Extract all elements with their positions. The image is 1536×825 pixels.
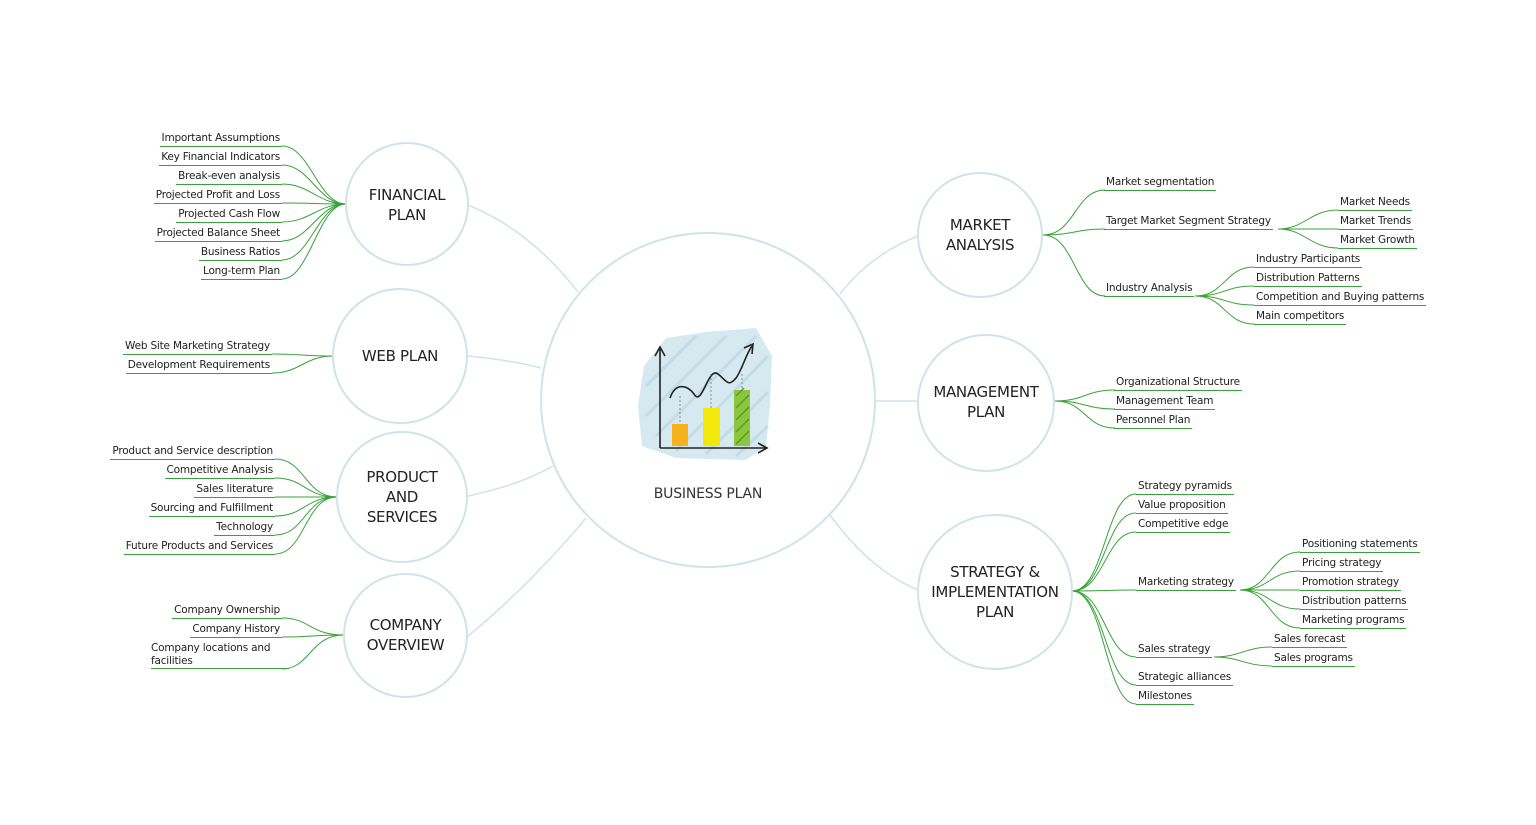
connector-financial [467, 204, 579, 293]
web-item[interactable]: Web Site Marketing Strategy [123, 340, 272, 355]
financial-item[interactable]: Break-even analysis [176, 170, 282, 185]
management-item[interactable]: Management Team [1114, 395, 1216, 410]
financial-item[interactable]: Important Assumptions [159, 132, 282, 147]
chart-growth-icon [636, 326, 776, 462]
company-item[interactable]: Company History [190, 623, 282, 638]
connector-company [467, 517, 587, 637]
product-item[interactable]: Sales literature [194, 483, 275, 498]
market-subitem[interactable]: Industry Participants [1254, 253, 1363, 268]
market-subitem[interactable]: Main competitors [1254, 310, 1347, 325]
strategy-item[interactable]: Strategy pyramids [1136, 480, 1234, 495]
management-item[interactable]: Organizational Structure [1114, 376, 1242, 391]
strategy-subitem[interactable]: Pricing strategy [1300, 557, 1384, 572]
connector-product [467, 465, 554, 497]
central-title: BUSINESS PLAN [653, 486, 763, 502]
company-item[interactable]: Company locations and facilities [149, 642, 291, 670]
market-subitem[interactable]: Market Growth [1338, 234, 1417, 249]
market-subitem[interactable]: Distribution Patterns [1254, 272, 1362, 287]
market-analysis-title: MARKET ANALYSIS [945, 216, 1015, 254]
market-subitem[interactable]: Market Trends [1338, 215, 1414, 230]
strategy-item[interactable]: Competitive edge [1136, 518, 1231, 533]
strategy-item[interactable]: Strategic alliances [1136, 671, 1233, 686]
product-services-node[interactable] [336, 431, 468, 563]
strategy-subitem[interactable]: Positioning statements [1300, 538, 1420, 553]
market-item[interactable]: Industry Analysis [1104, 282, 1195, 297]
web-item[interactable]: Development Requirements [125, 359, 272, 374]
strategy-item[interactable]: Marketing strategy [1136, 576, 1236, 591]
management-plan-title: MANAGEMENT PLAN [933, 383, 1039, 421]
company-overview-node[interactable] [343, 573, 468, 698]
strategy-item[interactable]: Value proposition [1136, 499, 1228, 514]
management-plan-node[interactable] [917, 334, 1055, 472]
strategy-implementation-node[interactable] [917, 514, 1073, 670]
market-item[interactable]: Market segmentation [1104, 176, 1217, 191]
financial-item[interactable]: Business Ratios [198, 246, 282, 261]
financial-item[interactable]: Projected Balance Sheet [154, 227, 282, 242]
financial-item[interactable]: Projected Cash Flow [176, 208, 282, 223]
connector-strategy [829, 514, 919, 591]
company-overview-title: COMPANY OVERVIEW [366, 616, 445, 654]
strategy-subitem[interactable]: Sales programs [1272, 652, 1355, 667]
strategy-item[interactable]: Sales strategy [1136, 643, 1213, 658]
financial-item[interactable]: Key Financial Indicators [159, 151, 282, 166]
market-subitem[interactable]: Competition and Buying patterns [1254, 291, 1427, 306]
connector-market [839, 235, 919, 295]
management-item[interactable]: Personnel Plan [1114, 414, 1193, 429]
product-item[interactable]: Future Products and Services [123, 540, 275, 555]
strategy-implementation-title: STRATEGY & IMPLEMENTATION PLAN [931, 563, 1059, 621]
strategy-item[interactable]: Milestones [1136, 690, 1194, 705]
connector-web [467, 355, 542, 369]
financial-item[interactable]: Projected Profit and Loss [153, 189, 282, 204]
market-item[interactable]: Target Market Segment Strategy [1104, 215, 1273, 230]
company-item[interactable]: Company Ownership [172, 604, 282, 619]
product-item[interactable]: Sourcing and Fulfillment [148, 502, 275, 517]
company-item-label: Company locations and facilities [151, 642, 289, 669]
web-plan-node[interactable] [332, 288, 468, 424]
financial-plan-title: FINANCIAL PLAN [368, 186, 446, 224]
market-analysis-node[interactable] [917, 172, 1043, 298]
product-item[interactable]: Competitive Analysis [164, 464, 275, 479]
web-plan-title: WEB PLAN [361, 347, 439, 365]
financial-item[interactable]: Long-term Plan [200, 265, 282, 280]
product-item[interactable]: Product and Service description [110, 445, 275, 460]
strategy-subitem[interactable]: Marketing programs [1300, 614, 1407, 629]
market-subitem[interactable]: Market Needs [1338, 196, 1412, 211]
product-services-title: PRODUCT AND SERVICES [366, 468, 438, 526]
product-item[interactable]: Technology [214, 521, 275, 536]
strategy-subitem[interactable]: Distribution patterns [1300, 595, 1409, 610]
financial-plan-node[interactable] [345, 142, 469, 266]
strategy-subitem[interactable]: Sales forecast [1272, 633, 1347, 648]
strategy-subitem[interactable]: Promotion strategy [1300, 576, 1401, 591]
